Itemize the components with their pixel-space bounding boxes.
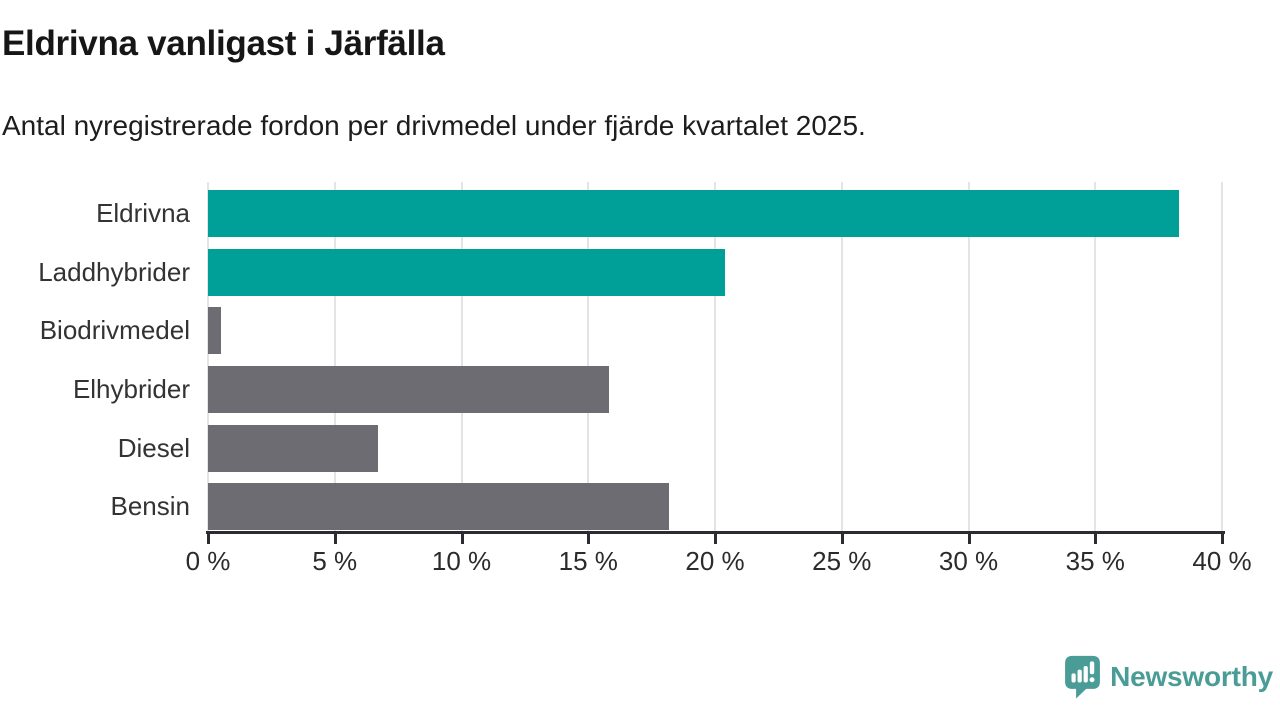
y-axis-label-eldrivna: Eldrivna [96,198,190,228]
gridline [1094,182,1097,531]
bar-bensin [208,483,670,531]
bar-eldrivna [208,190,1179,237]
x-tick-label: 25 % [812,546,872,576]
x-axis-tick [714,531,717,544]
x-axis-tick [967,531,971,544]
gridline [840,182,843,531]
x-axis-tick [333,531,337,544]
x-axis-tick [587,531,591,544]
x-axis-tick [1221,531,1224,544]
y-axis-label-biodrivmedel: Biodrivmedel [39,315,190,346]
x-tick-label: 15 % [558,546,618,576]
bar-biodrivmedel [208,307,221,355]
y-axis-label-laddhybrider: Laddhybrider [38,256,190,287]
gridline [333,182,336,531]
x-axis-tick [207,531,210,544]
x-tick-label: 35 % [1065,546,1125,576]
gridline [460,182,463,531]
newsworthy-logo: Newsworthy [1064,655,1273,699]
page-title: Eldrivna vanligast i Järfälla [2,24,445,63]
bar-laddhybrider [208,248,726,296]
x-tick-label: 0 % [185,546,231,576]
bar-diesel [208,424,378,472]
gridline [207,182,209,531]
bar-chart-plot-area [207,182,1223,531]
newsworthy-logo-icon [1064,655,1101,699]
gridline [587,182,590,531]
newsworthy-wordmark: Newsworthy [1110,661,1273,692]
bar-elhybrider [208,365,609,413]
chart-subtitle: Antal nyregistrerade fordon per drivmede… [2,110,866,141]
gridline [1221,182,1223,531]
x-axis-tick [460,531,464,544]
x-axis-tick [1094,531,1098,544]
gridline [967,182,970,531]
x-tick-label: 5 % [312,546,358,576]
y-axis-label-diesel: Diesel [117,432,190,463]
x-tick-label: 20 % [685,546,745,576]
gridline [714,182,716,531]
x-axis-tick [840,531,844,544]
x-tick-label: 10 % [431,546,492,576]
y-axis-label-bensin: Bensin [110,491,191,522]
x-tick-label: 40 % [1192,546,1252,576]
y-axis-label-elhybrider: Elhybrider [72,373,190,404]
x-tick-label: 30 % [938,546,999,576]
